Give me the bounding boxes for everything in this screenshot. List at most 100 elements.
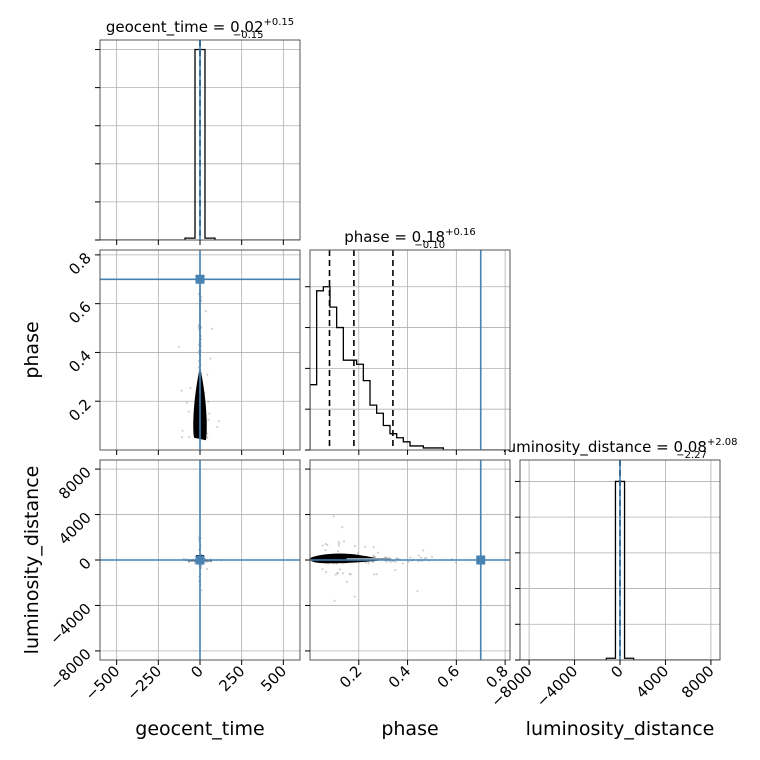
scatter-panel-phase-vs-geocent-time: 0.2 0.4 0.6 0.8 bbox=[65, 249, 301, 455]
scatter-luminosity-distance-vs-phase-sample-point bbox=[376, 551, 379, 554]
scatter-luminosity-distance-vs-phase-sample-point bbox=[407, 560, 410, 563]
scatter-luminosity-distance-vs-phase-sample-point bbox=[395, 557, 398, 560]
hist-panel-luminosity-distance: −8000−4000 0 4000 8000 bbox=[487, 459, 721, 711]
scatter-luminosity-distance-vs-phase-sample-point bbox=[430, 555, 434, 559]
scatter-luminosity-distance-vs-phase-sample-point bbox=[423, 557, 426, 560]
scatter-luminosity-distance-vs-phase-truth-marker bbox=[476, 555, 486, 565]
scatter-phase-vs-geocent-time-sample-point bbox=[180, 436, 184, 439]
scatter-luminosity-distance-vs-phase-sample-point bbox=[349, 573, 352, 576]
scatter-luminosity-distance-vs-phase-content bbox=[310, 460, 510, 660]
scatter-luminosity-distance-vs-phase-sample-point bbox=[373, 555, 376, 558]
scatter-phase-vs-geocent-time-sample-point bbox=[206, 373, 209, 376]
xlabel-luminosity-distance: luminosity_distance bbox=[526, 718, 715, 740]
scatter-luminosity-distance-vs-phase-sample-point bbox=[373, 555, 376, 559]
scatter-luminosity-distance-vs-phase-sample-point bbox=[394, 561, 397, 564]
scatter-luminosity-distance-vs-phase-sample-point bbox=[341, 526, 344, 529]
scatter-luminosity-distance-vs-phase-sample-point bbox=[425, 556, 428, 560]
hist-luminosity-distance-xtick-label: 0 bbox=[607, 662, 626, 681]
scatter-luminosity-distance-vs-phase-sample-point bbox=[353, 544, 357, 548]
scatter-phase-vs-geocent-time-sample-point bbox=[207, 418, 210, 421]
scatter-phase-vs-geocent-time-sample-point bbox=[181, 429, 184, 432]
scatter-luminosity-distance-vs-geocent-time-sample-point bbox=[205, 567, 209, 570]
scatter-luminosity-distance-vs-phase-sample-point bbox=[422, 549, 425, 552]
scatter-luminosity-distance-vs-phase-sample-point bbox=[367, 562, 370, 565]
scatter-luminosity-distance-vs-geocent-time-xtick-label: 250 bbox=[216, 662, 249, 695]
ylabel-luminosity-distance: luminosity_distance bbox=[21, 466, 43, 655]
scatter-phase-vs-geocent-time-sample-point bbox=[209, 357, 212, 360]
scatter-phase-vs-geocent-time-sample-point bbox=[200, 296, 203, 299]
scatter-phase-vs-geocent-time-sample-point bbox=[206, 436, 209, 439]
scatter-panel-distance-vs-phase: 0.2 0.4 0.6 0.8 bbox=[305, 459, 512, 692]
scatter-luminosity-distance-vs-geocent-time-ytick-label: 8000 bbox=[55, 463, 95, 503]
scatter-luminosity-distance-vs-geocent-time-xtick-label: −500 bbox=[82, 662, 124, 704]
scatter-luminosity-distance-vs-phase-sample-point bbox=[324, 570, 328, 574]
hist-luminosity-distance-xtick-label: 4000 bbox=[633, 662, 673, 702]
scatter-luminosity-distance-vs-phase-xtick-label: 0.6 bbox=[434, 662, 464, 692]
scatter-luminosity-distance-vs-phase-sample-point bbox=[342, 540, 346, 543]
scatter-phase-vs-geocent-time-sample-point bbox=[217, 420, 221, 423]
scatter-luminosity-distance-vs-phase-sample-point bbox=[353, 595, 356, 598]
scatter-luminosity-distance-vs-geocent-time-sample-point bbox=[200, 564, 203, 567]
scatter-luminosity-distance-vs-phase-sample-point bbox=[337, 540, 340, 544]
scatter-phase-vs-geocent-time-ytick-label: 0.4 bbox=[65, 347, 95, 377]
scatter-phase-vs-geocent-time-truth-marker bbox=[195, 274, 205, 284]
hist-luminosity-distance-xtick-label: −4000 bbox=[533, 662, 582, 711]
hist-luminosity-distance-content bbox=[520, 460, 720, 660]
scatter-luminosity-distance-vs-geocent-time-xtick-label: 500 bbox=[257, 662, 290, 695]
scatter-luminosity-distance-vs-phase-sample-point bbox=[336, 572, 339, 575]
scatter-luminosity-distance-vs-phase-sample-point bbox=[337, 550, 340, 553]
scatter-luminosity-distance-vs-phase-sample-point bbox=[348, 572, 351, 575]
scatter-luminosity-distance-vs-geocent-time-content bbox=[100, 460, 300, 660]
scatter-phase-vs-geocent-time-content bbox=[100, 250, 300, 450]
scatter-phase-vs-geocent-time-sample-point bbox=[189, 386, 192, 390]
ylabel-phase: phase bbox=[21, 321, 43, 378]
scatter-luminosity-distance-vs-phase-sample-point bbox=[375, 573, 378, 576]
scatter-luminosity-distance-vs-phase-sample-point bbox=[321, 567, 324, 571]
scatter-luminosity-distance-vs-phase-sample-point bbox=[338, 542, 341, 545]
scatter-phase-vs-geocent-time-ytick-label: 0.6 bbox=[65, 298, 95, 328]
xlabel-phase: phase bbox=[381, 718, 438, 740]
scatter-luminosity-distance-vs-phase-sample-point bbox=[334, 573, 337, 576]
scatter-luminosity-distance-vs-geocent-time-ytick-label: 4000 bbox=[55, 509, 95, 549]
scatter-luminosity-distance-vs-phase-sample-point bbox=[396, 557, 400, 560]
xlabel-geocent-time: geocent_time bbox=[135, 718, 264, 740]
scatter-luminosity-distance-vs-geocent-time-ytick-label: 0 bbox=[75, 554, 94, 573]
scatter-luminosity-distance-vs-phase-sample-point bbox=[372, 554, 375, 557]
hist-phase-step bbox=[310, 286, 510, 450]
scatter-luminosity-distance-vs-phase-sample-point bbox=[333, 599, 336, 602]
hist-phase-frame bbox=[309, 249, 511, 451]
scatter-phase-vs-geocent-time-sample-point bbox=[216, 425, 219, 429]
scatter-luminosity-distance-vs-phase-sample-point bbox=[373, 573, 376, 576]
scatter-luminosity-distance-vs-phase-sample-point bbox=[332, 515, 335, 518]
scatter-luminosity-distance-vs-phase-sample-point bbox=[364, 561, 367, 564]
hist-phase-content bbox=[310, 250, 510, 450]
hist-panel-phase bbox=[305, 249, 511, 455]
scatter-luminosity-distance-vs-phase-sample-point bbox=[345, 580, 348, 583]
scatter-phase-vs-geocent-time-sample-point bbox=[187, 410, 190, 413]
scatter-luminosity-distance-vs-phase-sample-point bbox=[454, 561, 458, 564]
title-geocent-time: geocent_time = 0.02+0.15 −0.15 bbox=[106, 17, 294, 41]
scatter-luminosity-distance-vs-phase-sample-point bbox=[389, 560, 392, 564]
scatter-luminosity-distance-vs-phase-xtick-label: 0.4 bbox=[385, 662, 415, 692]
scatter-phase-vs-geocent-time-sample-point bbox=[197, 326, 200, 329]
scatter-luminosity-distance-vs-phase-sample-point bbox=[324, 549, 327, 552]
scatter-luminosity-distance-vs-phase-sample-point bbox=[321, 544, 324, 547]
scatter-luminosity-distance-vs-geocent-time-sample-point bbox=[205, 561, 208, 564]
scatter-luminosity-distance-vs-phase-sample-point bbox=[336, 571, 339, 574]
scatter-luminosity-distance-vs-phase-sample-point bbox=[356, 552, 360, 555]
scatter-phase-vs-geocent-time-sample-point bbox=[208, 412, 211, 415]
scatter-luminosity-distance-vs-phase-sample-point bbox=[394, 568, 397, 572]
scatter-luminosity-distance-vs-phase-sample-point bbox=[372, 545, 375, 549]
scatter-luminosity-distance-vs-phase-sample-point bbox=[385, 560, 388, 563]
scatter-luminosity-distance-vs-phase-sample-point bbox=[337, 544, 341, 547]
scatter-luminosity-distance-vs-phase-xtick-label: 0.2 bbox=[336, 662, 366, 692]
scatter-luminosity-distance-vs-geocent-time-sample-point bbox=[187, 560, 191, 564]
scatter-phase-vs-geocent-time-sample-point bbox=[207, 400, 210, 403]
scatter-luminosity-distance-vs-phase-sample-point bbox=[416, 589, 419, 592]
scatter-luminosity-distance-vs-phase-sample-point bbox=[409, 556, 412, 559]
scatter-luminosity-distance-vs-phase-sample-point bbox=[417, 554, 420, 557]
scatter-phase-vs-geocent-time-ytick-label: 0.8 bbox=[65, 249, 95, 279]
scatter-luminosity-distance-vs-phase-sample-point bbox=[364, 545, 367, 548]
scatter-luminosity-distance-vs-geocent-time-sample-point bbox=[193, 562, 196, 565]
